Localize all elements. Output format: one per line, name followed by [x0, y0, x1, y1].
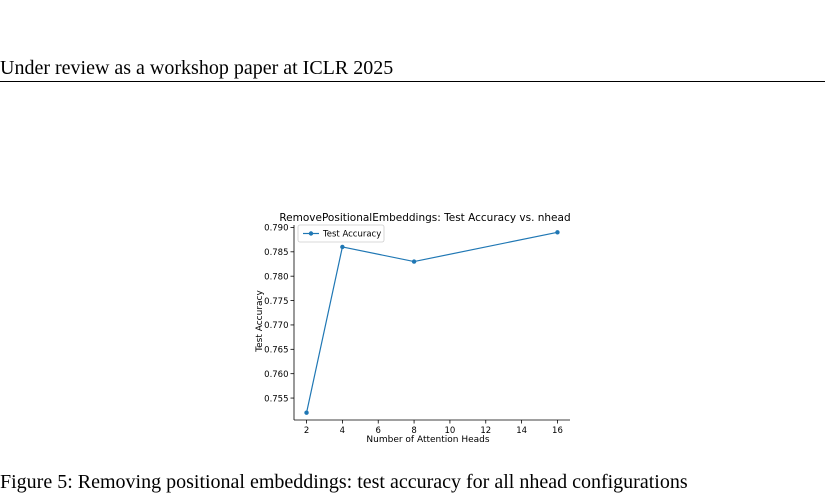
x-tick-label: 2	[304, 426, 309, 436]
running-header: Under review as a workshop paper at ICLR…	[0, 56, 393, 80]
x-tick-label: 4	[340, 426, 345, 436]
data-point	[412, 259, 416, 263]
header-rule	[0, 81, 825, 82]
x-axis: 2 4 6 8 10 12 14 16	[304, 420, 563, 436]
data-point	[555, 230, 559, 234]
y-tick-label: 0.780	[264, 272, 288, 282]
y-tick-label: 0.775	[264, 297, 288, 307]
y-tick-label: 0.785	[264, 248, 288, 258]
y-tick-label: 0.760	[264, 370, 288, 380]
y-axis-label: Test Accuracy	[255, 289, 265, 352]
plot-area	[304, 230, 559, 415]
x-axis-label: Number of Attention Heads	[366, 435, 489, 445]
x-tick-label: 14	[516, 426, 527, 436]
chart-title: RemovePositionalEmbeddings: Test Accurac…	[279, 212, 570, 224]
figure-caption: Figure 5: Removing positional embeddings…	[0, 470, 825, 494]
y-tick-label: 0.765	[264, 346, 288, 356]
data-point	[304, 410, 308, 414]
data-point	[340, 245, 344, 249]
y-tick-label: 0.755	[264, 394, 288, 404]
y-tick-label: 0.790	[264, 224, 288, 234]
test-accuracy-chart: RemovePositionalEmbeddings: Test Accurac…	[250, 205, 580, 450]
legend-label: Test Accuracy	[322, 230, 381, 240]
axes-frame	[294, 225, 570, 420]
legend-marker	[309, 231, 313, 235]
x-tick-label: 16	[552, 426, 563, 436]
y-tick-label: 0.770	[264, 321, 288, 331]
legend: Test Accuracy	[298, 225, 384, 242]
y-axis: 0.755 0.760 0.765 0.770 0.775 0.780 0.785 0.790	[264, 224, 294, 405]
series-line	[307, 232, 558, 412]
